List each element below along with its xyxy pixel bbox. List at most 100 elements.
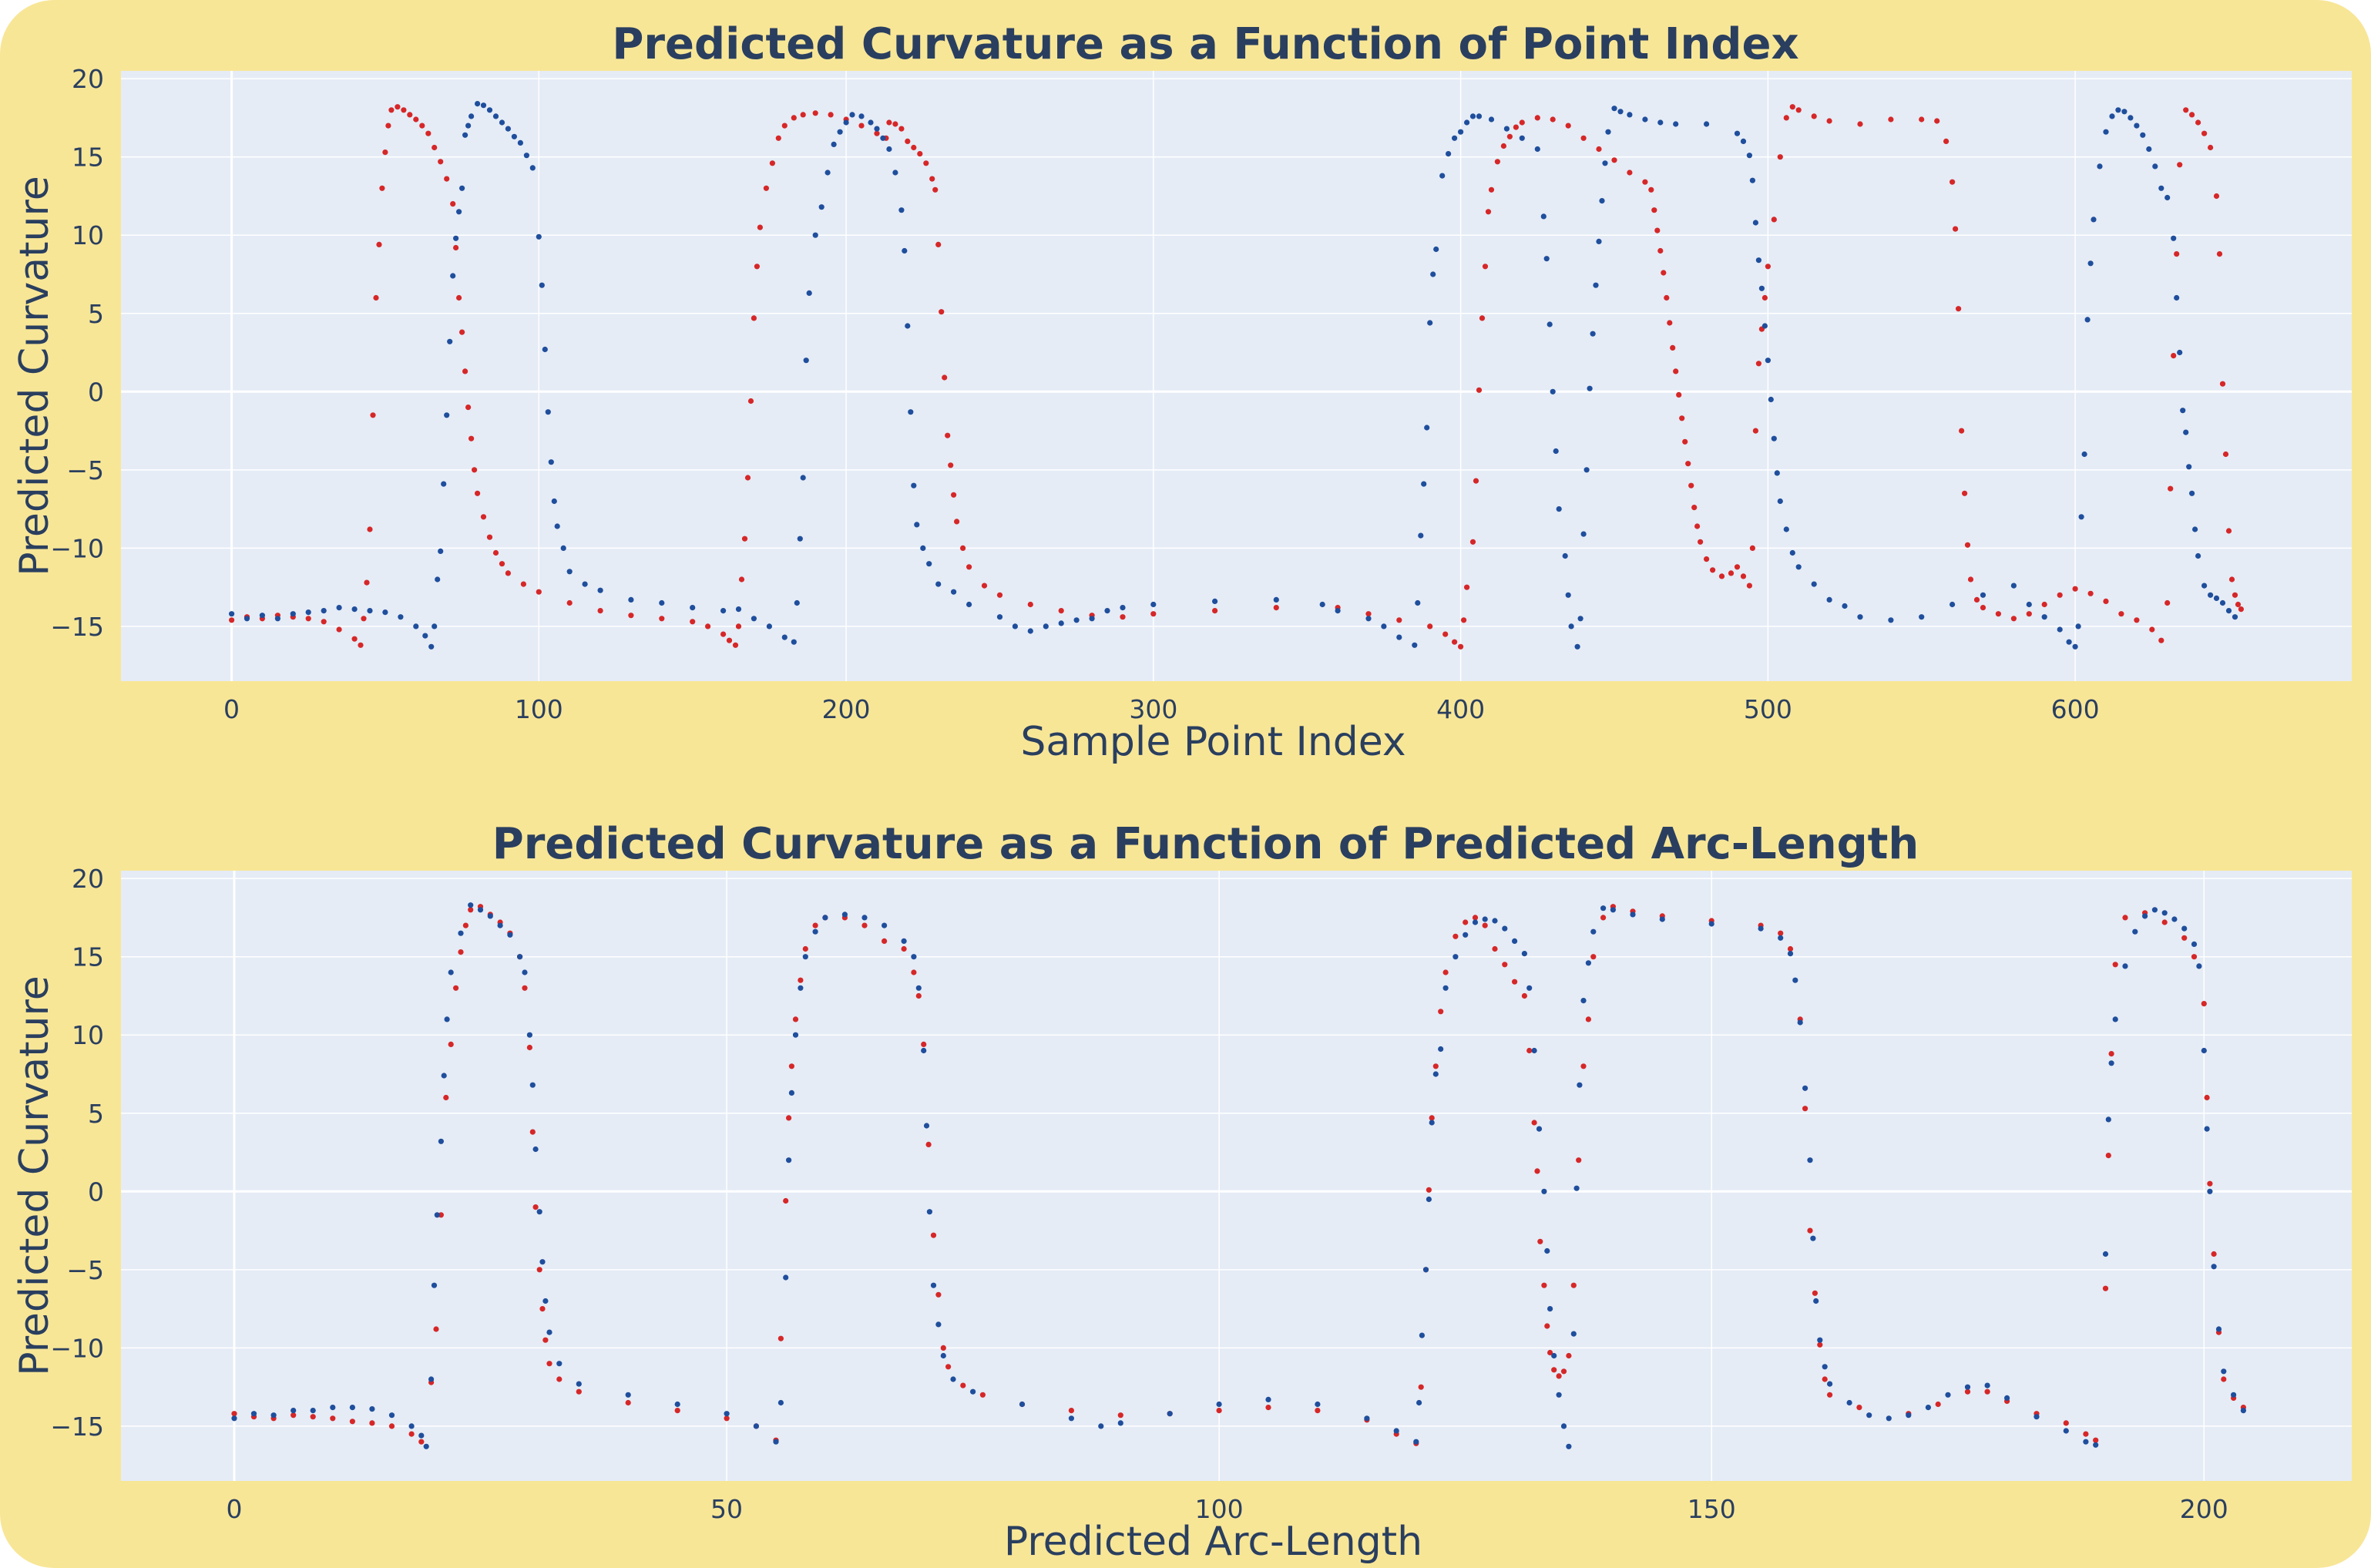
data-point xyxy=(1596,146,1602,153)
data-point xyxy=(1150,611,1157,617)
data-point xyxy=(1777,154,1783,160)
data-point xyxy=(1534,146,1540,153)
x-tick-label: 400 xyxy=(1436,694,1485,724)
data-point xyxy=(554,523,560,529)
data-point xyxy=(1315,1401,1321,1408)
data-point xyxy=(1521,992,1527,999)
data-point xyxy=(773,1439,779,1445)
data-point xyxy=(920,545,926,552)
data-point xyxy=(915,992,922,999)
data-point xyxy=(806,290,812,296)
data-point xyxy=(766,623,773,630)
data-point xyxy=(433,1326,439,1332)
data-point xyxy=(902,247,908,254)
data-point xyxy=(305,609,311,616)
data-point xyxy=(1728,570,1735,576)
data-point xyxy=(1590,954,1597,960)
data-point xyxy=(560,545,566,552)
data-point xyxy=(798,985,804,991)
data-point xyxy=(290,1408,297,1414)
data-point xyxy=(1580,1063,1587,1069)
data-point xyxy=(818,204,824,210)
data-point xyxy=(898,207,905,213)
data-point xyxy=(777,1399,784,1406)
data-point xyxy=(229,611,235,617)
data-point xyxy=(330,1405,336,1411)
data-point xyxy=(431,1282,438,1288)
data-point xyxy=(456,209,462,215)
data-point xyxy=(625,1392,631,1398)
data-point xyxy=(423,1443,429,1449)
data-point xyxy=(1452,639,1458,645)
data-point xyxy=(2087,260,2094,267)
data-point xyxy=(1526,985,1533,991)
data-point xyxy=(1473,478,1479,484)
data-point xyxy=(2084,317,2091,323)
data-point xyxy=(1973,596,1980,603)
data-point xyxy=(1472,919,1479,925)
data-point xyxy=(1685,461,1691,467)
data-point xyxy=(2010,583,2017,589)
y-tick-label: −5 xyxy=(66,455,104,485)
data-point xyxy=(517,139,524,146)
data-point xyxy=(1120,605,1126,611)
data-point xyxy=(732,642,739,648)
data-point xyxy=(522,969,528,975)
data-point xyxy=(305,616,311,622)
data-point xyxy=(2105,1116,2111,1123)
data-point xyxy=(1413,1439,1419,1445)
data-point xyxy=(926,561,932,567)
data-point xyxy=(1365,616,1372,622)
data-point xyxy=(310,1414,316,1420)
data-point xyxy=(1740,573,1747,579)
data-point xyxy=(1611,157,1617,163)
data-point xyxy=(443,1094,449,1101)
data-point xyxy=(2112,962,2118,968)
x-tick-label: 50 xyxy=(710,1494,743,1524)
data-point xyxy=(1439,173,1446,179)
data-point xyxy=(1043,623,1049,630)
data-point xyxy=(940,1345,946,1351)
y-tick-label: 5 xyxy=(88,1099,104,1129)
data-point xyxy=(791,639,797,645)
data-point xyxy=(849,112,855,118)
data-point xyxy=(1452,954,1459,960)
data-point xyxy=(2196,963,2202,969)
data-point xyxy=(434,1212,440,1218)
data-point xyxy=(951,492,957,498)
data-point xyxy=(1708,921,1714,927)
data-point xyxy=(917,151,923,157)
data-point xyxy=(2219,599,2226,606)
data-point xyxy=(520,581,527,587)
data-point xyxy=(2216,251,2223,257)
data-point xyxy=(2183,429,2189,435)
data-point xyxy=(1393,1428,1399,1434)
data-point xyxy=(1553,448,1559,455)
data-point xyxy=(1335,608,1341,614)
data-point xyxy=(438,1212,445,1218)
x-tick-label: 0 xyxy=(226,1494,242,1524)
data-point xyxy=(1771,217,1777,223)
data-point xyxy=(1531,1047,1537,1054)
data-point xyxy=(2168,485,2174,492)
data-point xyxy=(2164,194,2171,201)
data-point xyxy=(911,969,917,975)
data-point xyxy=(1438,1046,1444,1053)
data-point xyxy=(1500,143,1506,149)
x-tick-label: 600 xyxy=(2051,694,2100,724)
data-point xyxy=(597,587,603,593)
data-point xyxy=(1476,387,1483,393)
data-point xyxy=(546,1361,552,1367)
data-point xyxy=(576,1381,582,1387)
data-point xyxy=(1117,1412,1123,1419)
data-point xyxy=(841,912,848,918)
data-point xyxy=(781,634,788,640)
data-point xyxy=(453,235,459,241)
data-point xyxy=(2121,109,2128,115)
data-point xyxy=(1789,104,1795,110)
data-point xyxy=(2177,162,2183,168)
data-point xyxy=(379,185,385,191)
data-point xyxy=(1476,113,1483,119)
data-point xyxy=(1667,320,1673,326)
data-point xyxy=(2201,583,2208,589)
